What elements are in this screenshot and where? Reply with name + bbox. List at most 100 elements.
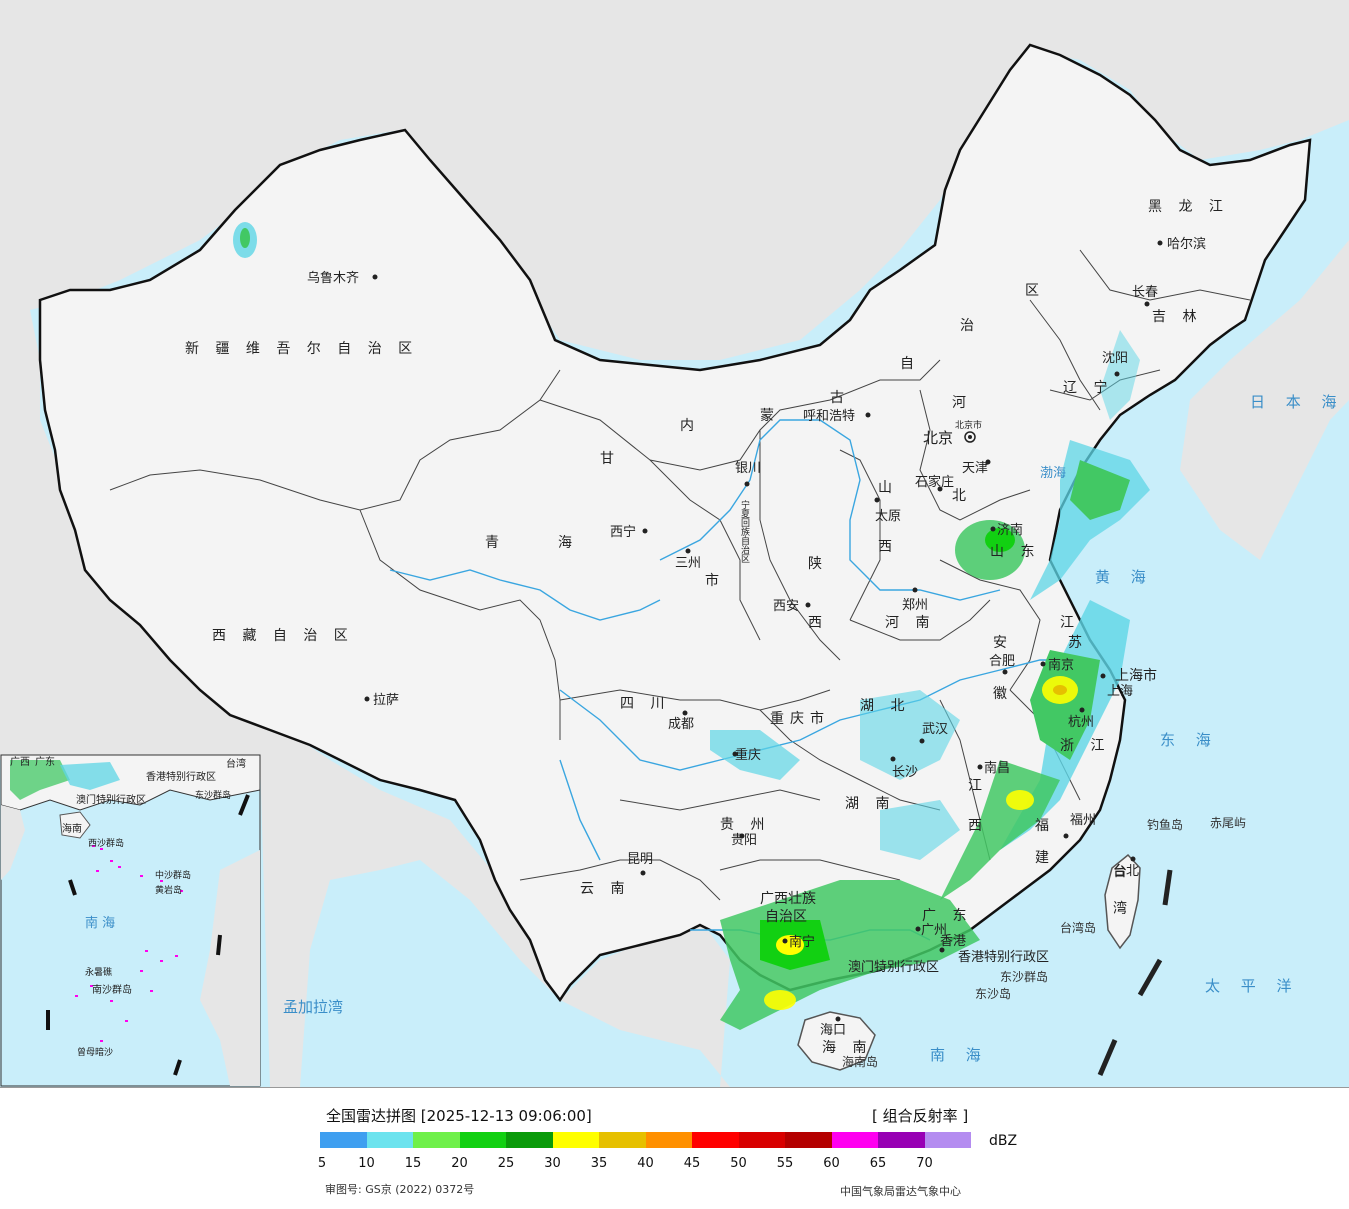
label-hainan: 海 南 <box>822 1040 872 1056</box>
island-diaoyu: 钓鱼岛 <box>1147 817 1183 832</box>
island-taiwan: 台湾岛 <box>1060 920 1096 935</box>
city-jinan: 济南 <box>997 522 1023 538</box>
city-shenyang: 沈阳 <box>1102 351 1128 366</box>
label-qinghai-2: 海 <box>558 535 578 551</box>
label-xizang: 西 藏 自 治 区 <box>212 628 354 644</box>
inset-macau: 澳门特别行政区 <box>76 793 146 806</box>
color-scale-tick: 20 <box>451 1156 468 1171</box>
label-shanghai: 上海市 <box>1115 667 1157 684</box>
color-scale-tick: 40 <box>637 1156 654 1171</box>
color-swatch <box>878 1132 925 1148</box>
color-swatch <box>924 1132 971 1148</box>
color-scale-tick: 35 <box>590 1156 608 1171</box>
label-anhui-2: 徽 <box>993 686 1013 702</box>
label-gansu-2: 市 <box>705 572 725 589</box>
city-changchun: 长春 <box>1132 285 1158 300</box>
city-chengdu: 成都 <box>668 717 694 732</box>
city-changsha: 长沙 <box>892 765 918 780</box>
city-harbin: 哈尔滨 <box>1167 236 1206 252</box>
city-haikou: 海口 <box>820 1023 846 1038</box>
color-swatch <box>645 1132 692 1148</box>
city-guiyang: 贵阳 <box>731 833 757 848</box>
color-swatch <box>738 1132 785 1148</box>
label-guangdong: 广 东 <box>922 908 972 924</box>
sea-bengal: 孟加拉湾 <box>283 998 343 1016</box>
color-scale-tick: 5 <box>317 1156 327 1171</box>
label-zhejiang: 浙 江 <box>1060 738 1110 754</box>
color-swatch <box>599 1132 646 1148</box>
label-anhui-1: 安 <box>993 635 1013 651</box>
color-swatch <box>692 1132 739 1148</box>
legend-title: 全国雷达拼图 [2025-12-13 09:06:00] <box>326 1107 592 1125</box>
label-hk: 香港特别行政区 <box>958 950 1049 965</box>
label-taiwan-2: 湾 <box>1113 900 1133 917</box>
island-dongsha-group: 东沙群岛 <box>1000 969 1048 984</box>
city-hongkong: 香港 <box>940 934 966 949</box>
city-nanning: 南宁 <box>789 934 815 950</box>
city-beijing: 北京 <box>923 429 953 447</box>
color-scale-tick: 25 <box>497 1156 515 1171</box>
label-gansu: 甘 <box>600 451 620 467</box>
city-xining: 西宁 <box>610 524 636 540</box>
radar-echoes <box>233 222 1150 1030</box>
city-hangzhou: 杭州 <box>1068 715 1094 730</box>
city-hohhot: 呼和浩特 <box>803 409 855 424</box>
label-jiangsu-2: 苏 <box>1068 635 1088 651</box>
radar-map[interactable]: 新 疆 维 吾 尔 自 治 区 西 藏 自 治 区 青 海 甘 市 内 蒙 古 … <box>0 0 1349 1087</box>
label-shanxi-1: 山 <box>878 480 898 496</box>
label-taiwan-1: 台 <box>1113 864 1133 880</box>
label-nmg-5: 治 <box>960 318 980 334</box>
label-ningxia: 宁夏回族自治区 <box>739 499 750 563</box>
color-swatch <box>413 1132 460 1148</box>
label-guizhou: 贵 州 <box>720 817 770 833</box>
city-wuhan: 武汉 <box>922 722 948 737</box>
label-sichuan: 四 川 <box>620 696 670 712</box>
inset-zhongsha: 中沙群岛 <box>155 869 191 881</box>
inset-huangyan: 黄岩岛 <box>155 884 182 896</box>
province-boundaries <box>109 249 1251 901</box>
label-jiangxi-2: 西 <box>968 818 988 834</box>
island-hainan: 海南岛 <box>842 1054 878 1069</box>
sea-east: 东 海 <box>1160 731 1219 749</box>
inset-yongshu: 永暑礁 <box>85 966 112 978</box>
label-yunnan: 云 南 <box>580 881 630 897</box>
label-hunan: 湖 南 <box>845 796 895 812</box>
inset-south-sea: 南 海 <box>85 915 115 931</box>
label-hubei: 湖 北 <box>860 698 910 714</box>
south-sea-inset: 广东 广西 台湾 香港特别行政区 澳门特别行政区 东沙群岛 海南 西沙群岛 中沙… <box>0 754 261 1087</box>
city-markers <box>364 240 1163 1022</box>
city-shijiazhuang: 石家庄 <box>915 474 954 490</box>
city-hefei: 合肥 <box>989 654 1015 669</box>
label-hebei-2: 北 <box>952 488 972 504</box>
inset-zengmu: 曾母暗沙 <box>77 1046 113 1058</box>
color-scale-tick: 65 <box>869 1156 887 1171</box>
city-kunming: 昆明 <box>627 852 653 867</box>
inset-dongsha: 东沙群岛 <box>195 789 231 801</box>
label-shaanxi-1: 陕 <box>808 556 828 572</box>
label-fujian-1: 福 <box>1035 818 1055 834</box>
city-taiyuan: 太原 <box>875 509 901 524</box>
color-swatch <box>459 1132 506 1148</box>
city-guangzhou: 广州 <box>921 923 947 938</box>
city-chongqing: 重庆 <box>735 747 761 763</box>
source-credit: 中国气象局雷达气象中心 <box>840 1185 961 1198</box>
label-jiangsu-1: 江 <box>1060 615 1080 631</box>
island-dongsha: 东沙岛 <box>975 986 1011 1001</box>
label-nmg-1: 内 <box>680 418 700 434</box>
sea-japan: 日 本 海 <box>1250 393 1345 411</box>
city-lhasa: 拉萨 <box>373 693 399 708</box>
color-scale-tick: 30 <box>544 1156 561 1171</box>
city-xian: 西安 <box>773 599 799 614</box>
sea-bohai: 渤海 <box>1040 465 1066 481</box>
city-tianjin: 天津 <box>962 461 988 476</box>
label-guangxi-1: 广西壮族 <box>760 891 816 907</box>
color-swatch <box>506 1132 553 1148</box>
sea-yellow: 黄 海 <box>1095 568 1154 586</box>
label-shandong: 山 东 <box>990 544 1040 560</box>
label-xinjiang: 新 疆 维 吾 尔 自 治 区 <box>185 341 418 357</box>
label-jiangxi-1: 江 <box>968 778 988 794</box>
legend-unit: dBZ <box>989 1133 1018 1149</box>
label-shanxi-2: 西 <box>878 539 898 555</box>
label-henan: 河 南 <box>885 615 935 631</box>
city-shanghai: 上海 <box>1107 684 1133 699</box>
